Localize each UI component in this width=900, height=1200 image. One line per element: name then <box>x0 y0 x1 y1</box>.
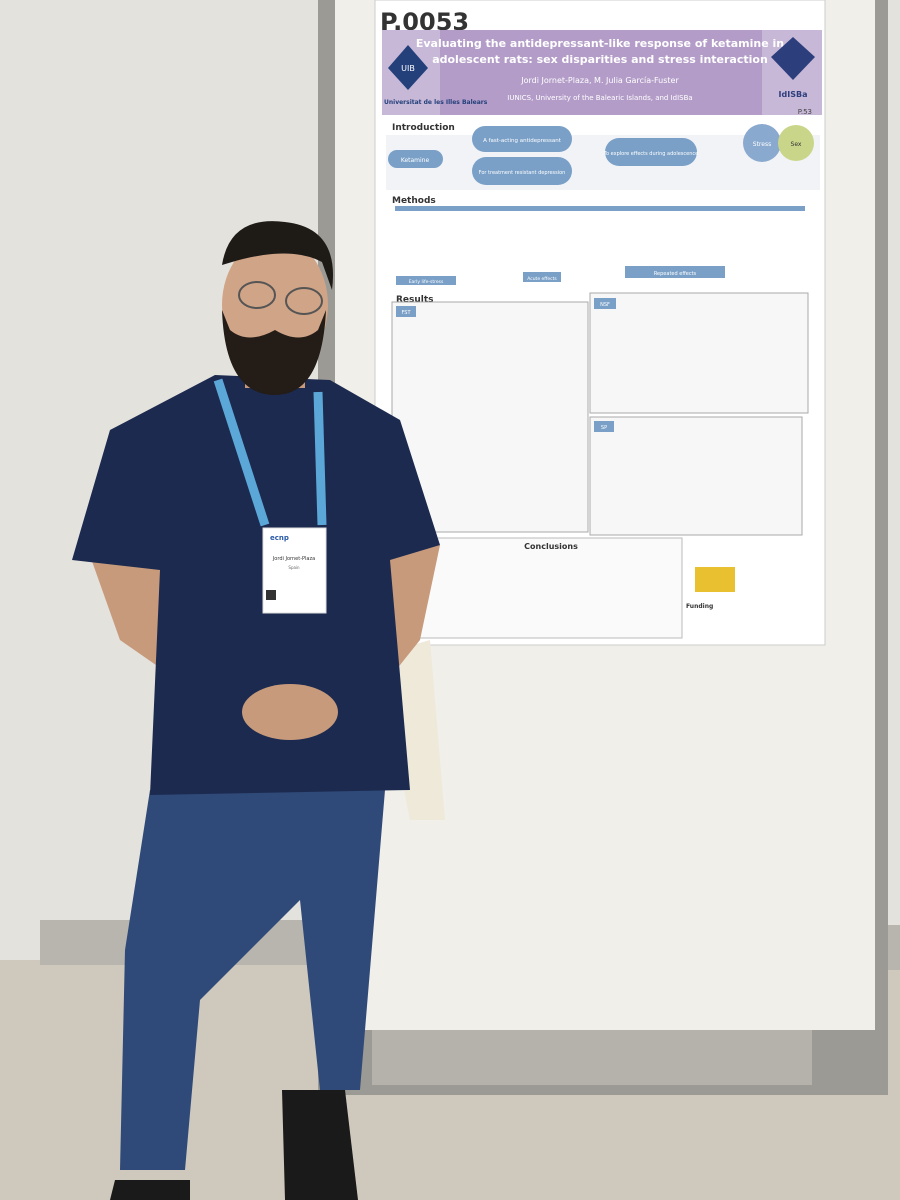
board-base <box>372 1030 812 1085</box>
section-heading: Funding <box>686 603 713 610</box>
intro-box <box>472 157 572 185</box>
method-box <box>625 266 725 278</box>
hair <box>222 221 334 290</box>
poster-affiliation: IUNICS, University of the Balearic Islan… <box>507 94 692 102</box>
results-panel <box>589 292 809 414</box>
page-code: P.53 <box>798 108 812 116</box>
lanyard <box>213 378 270 527</box>
results-tag-text: NSF <box>600 302 610 308</box>
funding-logo <box>695 567 735 592</box>
intro-text: Sex <box>791 141 802 148</box>
method-box <box>396 276 456 285</box>
method-text: Early life-stress <box>409 279 444 285</box>
poster-authors: Jordi Jornet-Plaza, M. Julia García-Fust… <box>520 76 679 85</box>
poster-title: adolescent rats: sex disparities and str… <box>432 53 768 66</box>
idisba-logo <box>771 37 815 80</box>
intro-box <box>388 150 443 168</box>
section-heading: Results <box>396 295 434 305</box>
shoe <box>282 1090 358 1200</box>
conclusions-panel <box>419 537 683 639</box>
intro-text: To explore effects during adolescence <box>603 151 698 157</box>
shirt <box>72 375 440 795</box>
timeline <box>395 206 805 211</box>
lanyard <box>313 391 327 526</box>
method-text: Repeated effects <box>654 271 697 277</box>
intro-box <box>605 138 697 166</box>
hands <box>242 684 338 740</box>
section-heading: Introduction <box>392 123 455 133</box>
uib-logo-text: UIB <box>401 64 415 73</box>
results-tag-text: SP <box>601 425 607 431</box>
results-tag <box>594 298 616 309</box>
jeans <box>120 790 385 1170</box>
poster-title: Evaluating the antidepressant-like respo… <box>416 37 784 50</box>
poster-header-center <box>440 30 762 115</box>
results-panel <box>589 416 803 536</box>
university-name: Universitat de les Illes Balears <box>384 99 488 106</box>
uib-logo <box>388 45 428 90</box>
sex-circle <box>778 125 814 161</box>
intro-box <box>472 126 572 152</box>
intro-text: For treatment resistant depression <box>479 170 566 176</box>
method-box <box>523 272 561 282</box>
stress-circle <box>743 124 781 162</box>
results-panel <box>391 301 589 533</box>
intro-text: Stress <box>753 141 771 148</box>
badge-country: Spain <box>288 565 300 570</box>
shoe <box>110 1180 190 1200</box>
badge-brand: ecnp <box>270 534 289 542</box>
badge-name: Jordi Jornet-Plaza <box>272 556 315 562</box>
intro-text: Ketamine <box>401 157 430 164</box>
section-heading: Methods <box>392 196 436 206</box>
badge-qr <box>266 590 276 600</box>
section-heading: Conclusions <box>524 542 578 551</box>
institute: IdISBa <box>779 90 808 99</box>
glasses <box>285 287 323 315</box>
glasses <box>238 281 276 309</box>
results-tag <box>594 421 614 432</box>
method-text: Acute effects <box>527 276 557 282</box>
results-tag-text: FST <box>401 310 411 316</box>
beard <box>222 310 326 395</box>
intro-text: A fast-acting antidepressant <box>483 138 562 144</box>
results-tag <box>396 306 416 317</box>
